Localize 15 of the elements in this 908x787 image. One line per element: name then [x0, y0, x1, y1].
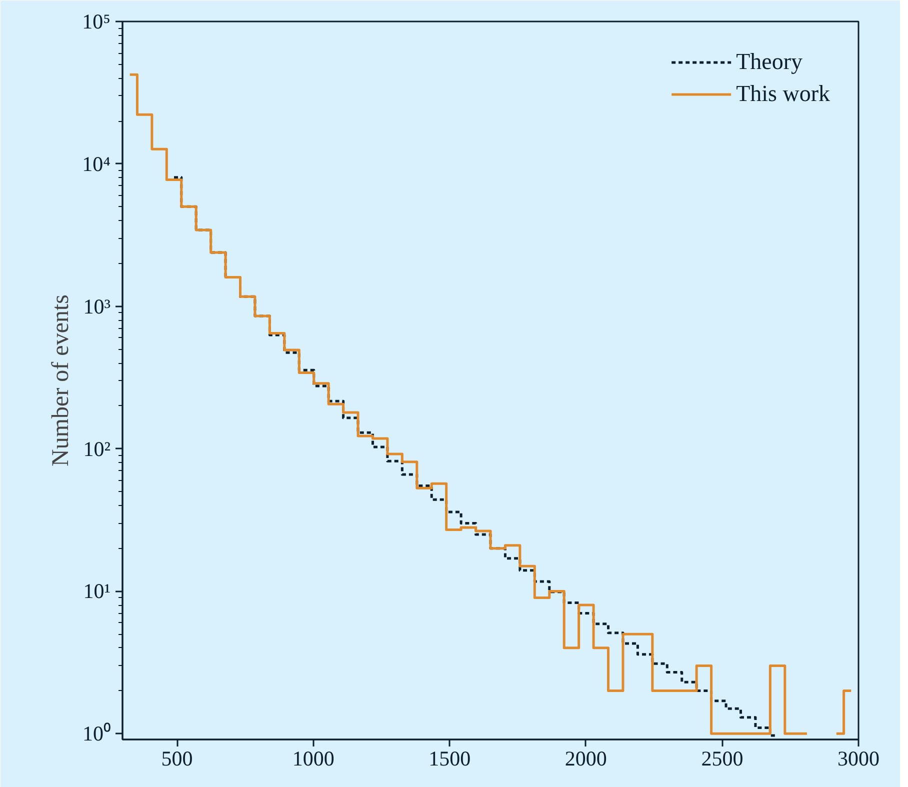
- y-axis-title: Number of events: [48, 294, 74, 466]
- y-tick-label: 10⁰: [82, 722, 110, 746]
- x-tick-label: 2000: [564, 746, 607, 770]
- legend-label: Theory: [736, 49, 802, 75]
- x-tick-label: 2500: [701, 746, 744, 770]
- x-tick-label: 1000: [292, 746, 334, 770]
- y-tick-label: 10⁵: [82, 10, 111, 34]
- y-tick-label: 10¹: [83, 579, 110, 604]
- y-tick-label: 10³: [83, 294, 110, 318]
- x-tick-label: 1500: [428, 746, 471, 770]
- x-tick-label: 500: [161, 746, 193, 770]
- y-tick-label: 10⁴: [82, 152, 111, 176]
- x-tick-label: 3000: [838, 746, 880, 770]
- legend-label: This work: [736, 81, 830, 107]
- y-tick-label: 10²: [83, 436, 110, 461]
